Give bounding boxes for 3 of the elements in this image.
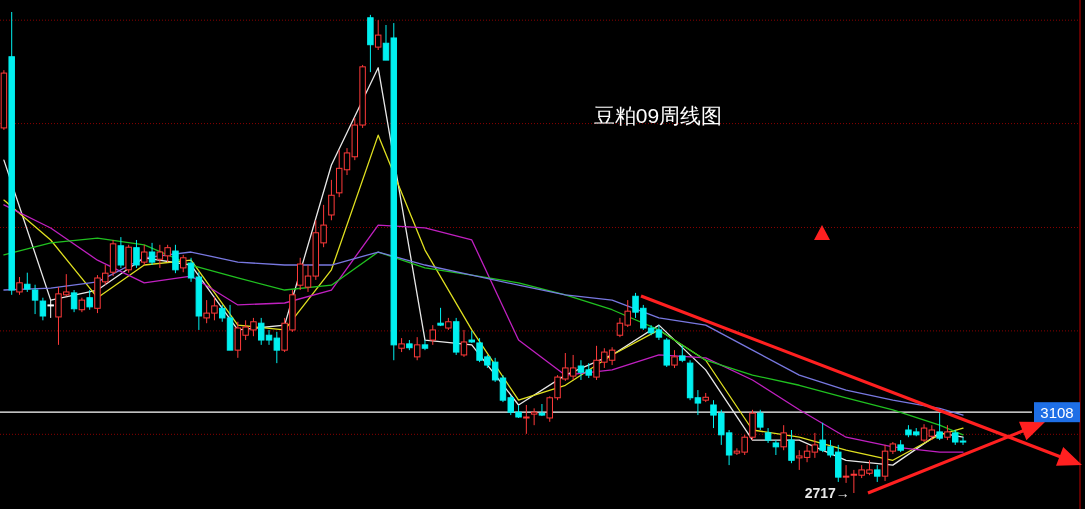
annotation: 2717→ (804, 485, 850, 501)
price-tag: 3108 (1034, 402, 1080, 423)
title: 豆粕09周线图 (593, 104, 723, 127)
